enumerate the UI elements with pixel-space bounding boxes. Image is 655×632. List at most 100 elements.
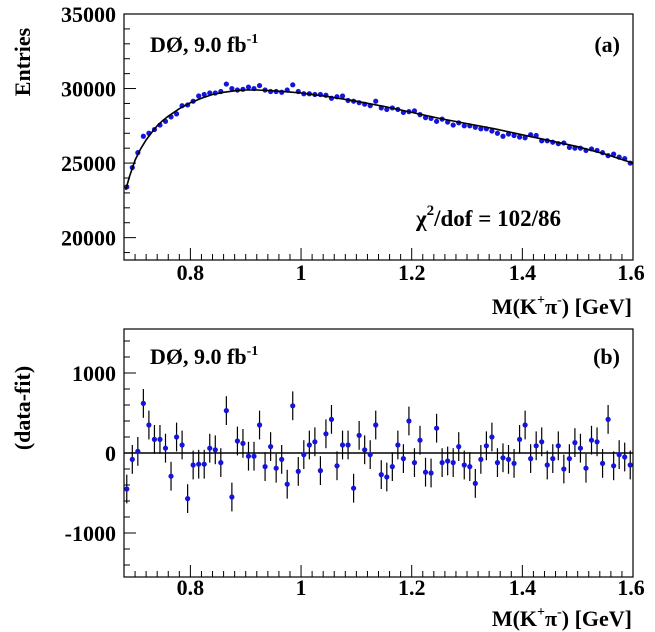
residual-point xyxy=(140,400,146,406)
residual-point xyxy=(478,456,484,462)
panel-b-experiment-label: DØ, 9.0 fb-1 xyxy=(150,344,258,369)
residual-point xyxy=(362,447,368,453)
residual-point xyxy=(190,462,196,468)
data-point xyxy=(373,98,379,104)
residual-point xyxy=(400,456,406,462)
residual-point xyxy=(229,494,235,500)
x-tick-label: 1.6 xyxy=(617,575,645,600)
residual-point xyxy=(533,443,539,449)
residual-point xyxy=(395,442,401,448)
residual-point xyxy=(251,453,257,459)
residual-point xyxy=(223,408,229,414)
residual-point xyxy=(511,460,517,466)
panel-a-label: (a) xyxy=(594,32,620,57)
residual-point xyxy=(605,416,611,422)
residual-point xyxy=(345,442,351,448)
residual-point xyxy=(151,436,158,442)
x-tick-label: 0.8 xyxy=(177,260,205,285)
residual-point xyxy=(456,444,462,450)
data-point xyxy=(511,132,517,139)
residual-point xyxy=(450,460,456,466)
residual-point xyxy=(173,434,180,440)
data-point xyxy=(566,144,572,151)
residual-point xyxy=(162,445,169,451)
residual-point xyxy=(373,422,379,428)
residual-point xyxy=(528,456,534,462)
data-point xyxy=(516,134,523,140)
data-point xyxy=(500,133,506,139)
data-point xyxy=(478,126,484,132)
residual-point xyxy=(290,403,296,409)
residual-point xyxy=(323,431,329,437)
residual-point xyxy=(301,452,307,458)
panel-b-y-axis-label: (data-fit) xyxy=(10,366,35,450)
residual-point xyxy=(611,463,617,469)
y-tick-label: 0 xyxy=(105,441,116,466)
panel-b: 0.8 1 1.2 1.4 1.6 -1000 0 1000 DØ, 9.0 fb-1 (b)… xyxy=(10,328,645,631)
residual-point xyxy=(588,437,595,443)
residual-point xyxy=(433,425,440,431)
x-tick-label: 1 xyxy=(296,260,307,285)
residual-point xyxy=(146,422,152,428)
residual-point xyxy=(295,468,301,474)
residual-point xyxy=(157,436,163,442)
data-point xyxy=(201,91,207,98)
residual-point xyxy=(406,418,412,424)
x-tick-label: 0.8 xyxy=(177,575,205,600)
residual-point xyxy=(378,472,384,478)
residual-point xyxy=(583,465,589,471)
panel-a: 0.8 1 1.2 1.4 1.6 20000 25000 30000 35000 DØ, 9.… xyxy=(10,2,645,319)
residual-point xyxy=(467,464,473,470)
panel-a-y-axis-label: Entries xyxy=(10,27,35,96)
residual-point xyxy=(240,440,246,446)
x-tick-label: 1.4 xyxy=(509,260,537,285)
residual-point xyxy=(351,485,357,491)
data-point xyxy=(494,130,501,136)
panel-a-ticks: 0.8 1 1.2 1.4 1.6 20000 25000 30000 35000 xyxy=(61,2,645,285)
residual-point xyxy=(168,473,174,479)
panel-a-experiment-label: DØ, 9.0 fb-1 xyxy=(150,32,258,57)
residual-point xyxy=(384,474,390,480)
residual-point xyxy=(616,452,622,458)
data-point xyxy=(489,128,495,134)
data-point xyxy=(433,118,440,124)
residual-point xyxy=(594,439,600,445)
residual-point xyxy=(268,444,274,450)
residual-point xyxy=(129,456,135,462)
fit-curve xyxy=(124,89,634,191)
residual-point xyxy=(201,461,207,467)
panel-b-marks xyxy=(124,389,633,513)
data-point xyxy=(384,106,390,113)
data-point xyxy=(229,85,235,92)
data-point xyxy=(245,84,252,90)
residual-point xyxy=(273,465,279,471)
residual-point xyxy=(627,462,633,468)
residual-point xyxy=(411,460,418,466)
residual-point xyxy=(312,439,318,445)
data-point xyxy=(196,93,202,99)
y-tick-label: 25000 xyxy=(61,151,116,176)
residual-point xyxy=(422,469,429,475)
residual-point xyxy=(505,456,512,462)
residual-point xyxy=(550,456,556,462)
data-point xyxy=(450,122,456,128)
data-point xyxy=(140,133,146,139)
residual-point xyxy=(234,438,241,444)
residual-point xyxy=(555,443,561,449)
residual-point xyxy=(439,460,445,466)
data-point xyxy=(461,123,467,129)
residual-point xyxy=(599,460,606,466)
y-tick-label: 35000 xyxy=(61,2,116,27)
residual-point xyxy=(306,442,312,448)
data-point xyxy=(173,111,180,117)
residual-point xyxy=(561,466,567,472)
residual-point xyxy=(572,440,578,446)
residual-point xyxy=(461,462,467,468)
residual-point xyxy=(124,486,130,492)
residual-point xyxy=(445,458,451,464)
residual-point xyxy=(207,445,213,451)
residual-point xyxy=(622,454,628,460)
y-tick-label: 30000 xyxy=(61,77,116,102)
x-tick-label: 1.2 xyxy=(398,575,426,600)
